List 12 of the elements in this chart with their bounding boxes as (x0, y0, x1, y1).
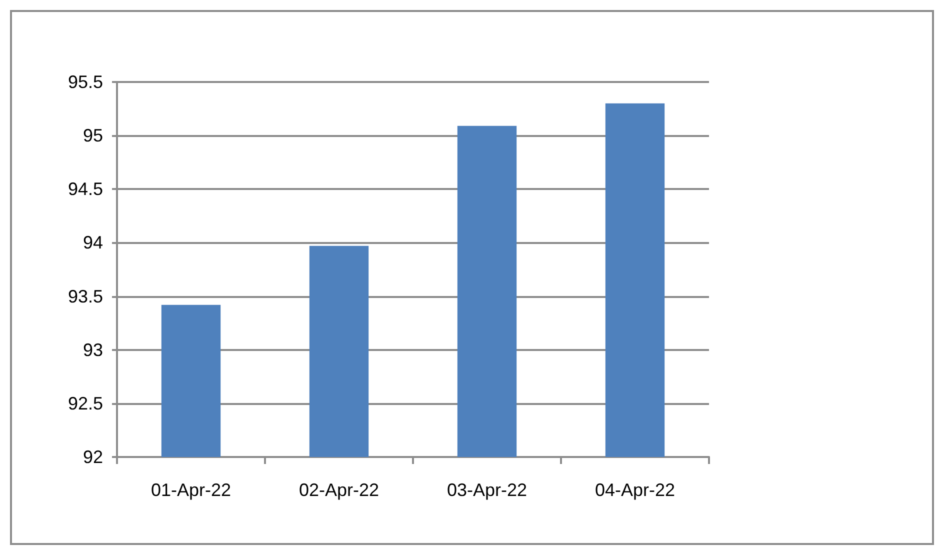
y-tick-label: 95 (82, 126, 103, 146)
x-tick-label: 01-Apr-22 (150, 480, 232, 500)
y-tick-label: 94 (82, 232, 103, 253)
y-tick-label: 93 (82, 340, 103, 360)
y-tick-label: 95.5 (68, 72, 103, 92)
y-tick-label: 92.5 (68, 393, 103, 414)
x-tick-label: 04-Apr-22 (594, 480, 676, 500)
y-tick-label: 92 (82, 447, 103, 467)
x-tick-label: 03-Apr-22 (446, 480, 528, 500)
y-tick-label: 93.5 (68, 286, 103, 306)
y-tick-label: 94.5 (68, 179, 103, 200)
x-tick-label: 02-Apr-22 (298, 480, 380, 500)
